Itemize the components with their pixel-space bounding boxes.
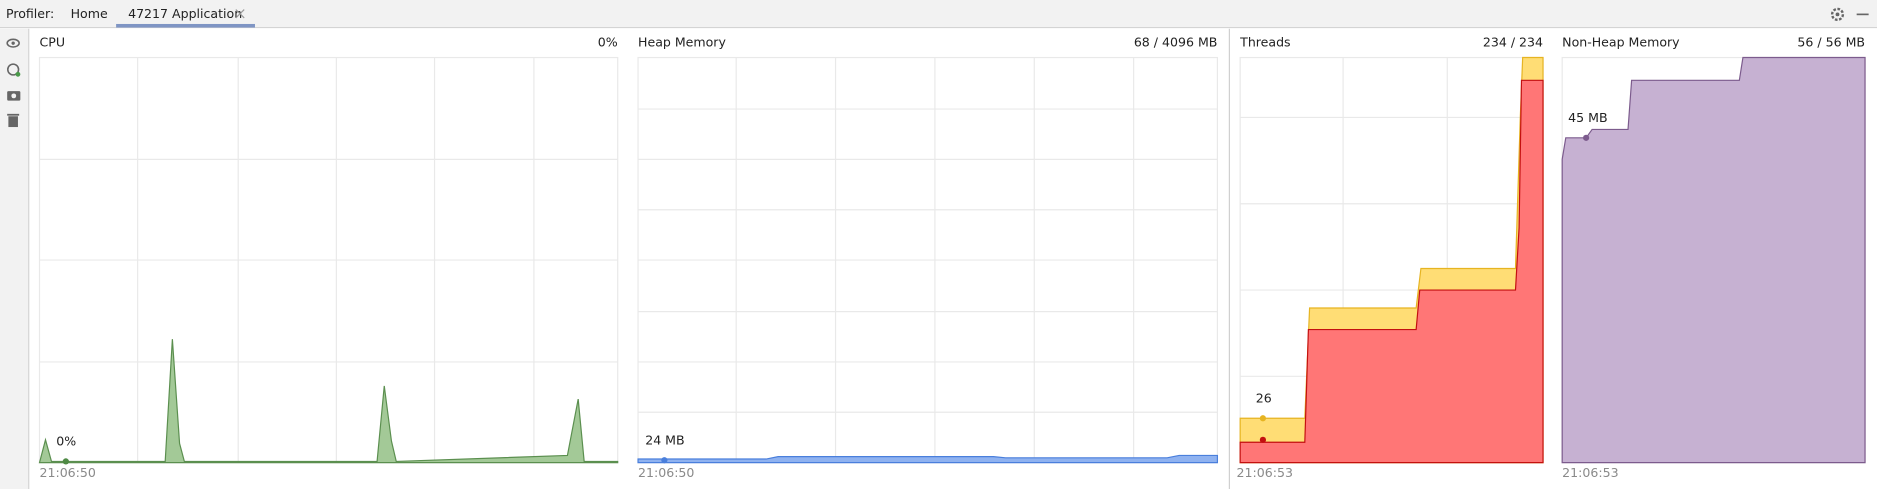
heap-panel: Heap Memory 68 / 4096 MB 24 MB 21:06:50 <box>637 35 1219 480</box>
annotation: 24 MB <box>645 433 684 448</box>
panel-title: Non-Heap Memory <box>1562 35 1680 50</box>
non-heap-marker <box>1583 134 1590 141</box>
panel-value: 68 / 4096 MB <box>1134 35 1218 50</box>
panel-value: 234 / 234 <box>1483 35 1543 50</box>
heap-area <box>637 454 1219 464</box>
cpu-panel: CPU 0% 0% 21:06:50 <box>38 35 619 480</box>
view-icon[interactable] <box>6 38 20 48</box>
time-label: 21:06:53 <box>1237 465 1293 480</box>
time-label: 21:06:50 <box>40 465 96 480</box>
cpu-marker <box>62 458 69 465</box>
record-icon[interactable] <box>7 63 21 77</box>
tab-underline <box>116 23 255 28</box>
annotation: 26 <box>1256 391 1272 406</box>
non-heap-panel: Non-Heap Memory 56 / 56 MB 45 MB 21:06:5… <box>1561 35 1866 480</box>
threads-live-area <box>1239 79 1544 464</box>
threads-panel: Threads 234 / 234 26 21:06:53 <box>1237 35 1544 480</box>
non-heap-area <box>1561 56 1866 464</box>
left-toolbar <box>0 28 29 489</box>
annotation: 45 MB <box>1568 110 1607 125</box>
cpu-area <box>38 339 619 464</box>
tab-application[interactable]: 47217 Application <box>128 6 242 21</box>
tab-close[interactable] <box>235 9 245 19</box>
snapshot-icon[interactable] <box>7 91 21 101</box>
panel-value: 0% <box>598 35 618 50</box>
grid <box>638 57 1218 463</box>
tab-home[interactable]: Home <box>71 6 108 21</box>
threads-live-marker <box>1259 436 1267 443</box>
grid <box>39 57 618 463</box>
panel-title: Threads <box>1239 35 1290 50</box>
threads-total-marker <box>1259 415 1267 422</box>
heap-marker <box>661 457 668 464</box>
panel-value: 56 / 56 MB <box>1797 35 1865 50</box>
time-label: 21:06:50 <box>638 465 694 480</box>
delete-icon[interactable] <box>7 113 20 128</box>
panel-title: Heap Memory <box>638 35 726 50</box>
annotation: 0% <box>56 434 76 449</box>
time-label: 21:06:53 <box>1562 465 1618 480</box>
top-bar <box>0 0 1877 28</box>
profiler-label: Profiler: <box>6 6 54 21</box>
settings-icon[interactable] <box>1830 7 1845 21</box>
panel-title: CPU <box>40 35 66 50</box>
